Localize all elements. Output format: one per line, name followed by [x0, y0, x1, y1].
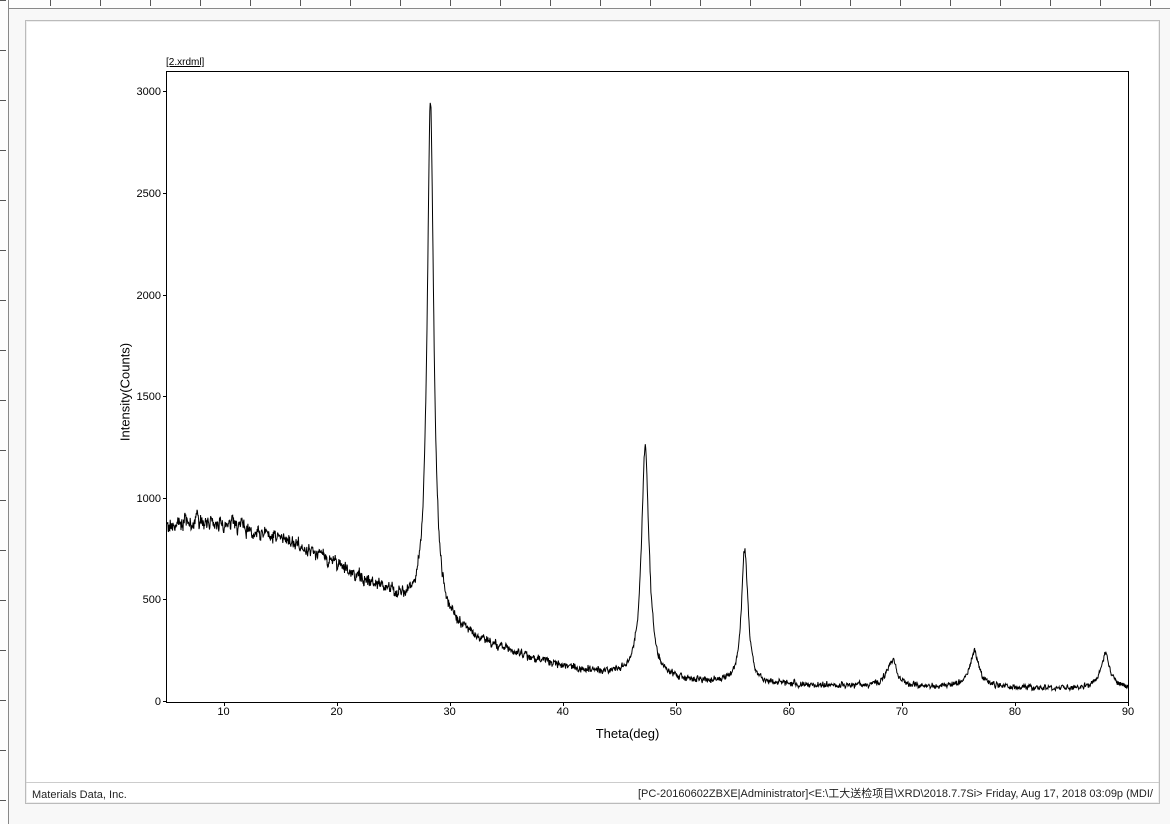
y-tick-label: 0: [155, 696, 161, 708]
y-tick-label: 2500: [137, 188, 161, 200]
x-tick-label: 30: [444, 706, 456, 718]
footer-left: Materials Data, Inc.: [32, 789, 127, 801]
x-tick-label: 90: [1122, 706, 1134, 718]
y-tick-label: 3000: [137, 86, 161, 98]
y-tick-label: 500: [143, 594, 161, 606]
x-tick-label: 40: [557, 706, 569, 718]
xrd-line: [167, 103, 1128, 691]
file-label: [2.xrdml]: [166, 57, 204, 68]
xrd-trace: [167, 72, 1128, 702]
x-axis-title: Theta(deg): [596, 726, 660, 741]
chart-area: [2.xrdml] Intensity(Counts) Theta(deg) 0…: [116, 41, 1139, 743]
x-tick-label: 20: [330, 706, 342, 718]
plot-area: 0500100015002000250030001020304050607080…: [166, 71, 1129, 703]
x-tick-label: 50: [670, 706, 682, 718]
ruler-left: [0, 0, 9, 824]
x-tick-label: 70: [896, 706, 908, 718]
footer-right: [PC-20160602ZBXE|Administrator]<E:\工大送检项…: [638, 785, 1153, 801]
y-tick-label: 1500: [137, 391, 161, 403]
x-tick-label: 10: [217, 706, 229, 718]
chart-frame: [2.xrdml] Intensity(Counts) Theta(deg) 0…: [25, 20, 1160, 804]
x-tick-label: 80: [1009, 706, 1021, 718]
footer-bar: Materials Data, Inc. [PC-20160602ZBXE|Ad…: [26, 782, 1159, 803]
y-tick-label: 2000: [137, 290, 161, 302]
y-axis-title: Intensity(Counts): [118, 343, 133, 441]
y-tick-label: 1000: [137, 493, 161, 505]
ruler-top: [0, 0, 1170, 9]
x-tick-label: 60: [783, 706, 795, 718]
